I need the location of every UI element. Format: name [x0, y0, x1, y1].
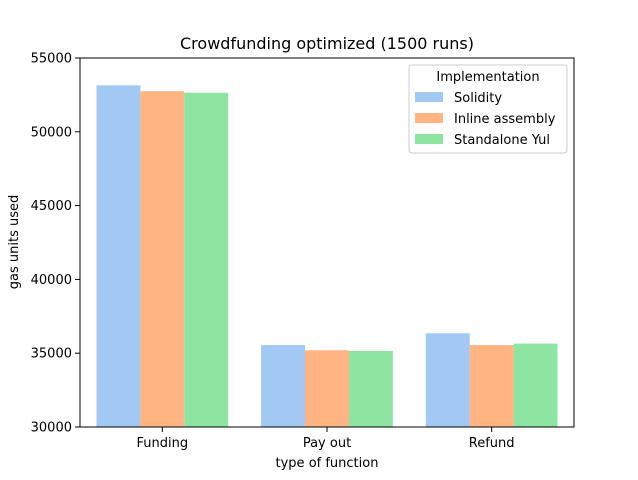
x-axis: Funding Pay out Refund	[137, 427, 515, 451]
x-tick-label: Pay out	[303, 436, 351, 451]
y-tick-label: 30000	[31, 421, 72, 436]
legend-label: Standalone Yul	[454, 133, 550, 148]
chart-title: Crowdfunding optimized (1500 runs)	[180, 34, 474, 53]
y-tick-label: 50000	[31, 125, 72, 140]
y-tick-label: 45000	[31, 199, 72, 214]
bar-refund-inline-assembly	[469, 345, 514, 427]
bar-funding-standalone-yul	[184, 92, 229, 427]
y-tick-label: 35000	[31, 347, 72, 362]
legend-label: Solidity	[454, 91, 502, 106]
bar-funding-solidity	[96, 85, 141, 427]
legend-title: Implementation	[436, 70, 539, 85]
y-axis: 30000 35000 40000 45000 50000 55000	[31, 52, 80, 436]
legend-swatch	[415, 92, 443, 102]
bar-pay-out-inline-assembly	[305, 350, 349, 427]
legend-swatch	[415, 113, 443, 123]
x-tick-label: Refund	[469, 436, 515, 451]
bar-pay-out-solidity	[261, 345, 306, 427]
y-axis-label: gas units used	[7, 195, 22, 289]
y-tick-label: 55000	[31, 52, 72, 67]
x-axis-label: type of function	[276, 456, 379, 471]
bar-refund-standalone-yul	[513, 343, 558, 427]
bar-pay-out-standalone-yul	[348, 350, 393, 427]
y-tick-label: 40000	[31, 273, 72, 288]
legend-swatch	[415, 134, 443, 144]
x-tick-label: Funding	[137, 436, 189, 451]
bars-group	[96, 85, 558, 428]
legend-label: Inline assembly	[454, 112, 556, 127]
plot-frame	[79, 57, 575, 428]
legend-frame	[408, 64, 568, 154]
bar-funding-inline-assembly	[140, 91, 185, 428]
bar-refund-solidity	[425, 333, 470, 427]
legend: Implementation Solidity Inline assembly Sta…	[408, 64, 568, 154]
